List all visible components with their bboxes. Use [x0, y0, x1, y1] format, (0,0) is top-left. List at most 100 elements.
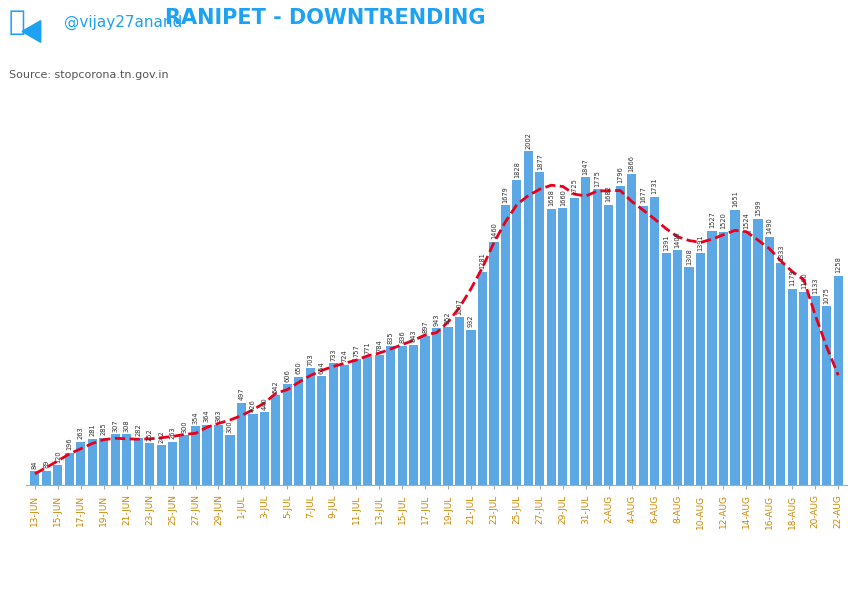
- Text: 1731: 1731: [651, 178, 657, 194]
- Text: 120: 120: [55, 451, 61, 463]
- Text: 1651: 1651: [732, 191, 738, 207]
- Text: 1682: 1682: [606, 185, 612, 202]
- Text: 1460: 1460: [491, 223, 497, 239]
- Text: 771: 771: [365, 342, 371, 354]
- Bar: [318, 377, 326, 485]
- Bar: [443, 327, 453, 485]
- Text: 1725: 1725: [571, 178, 577, 195]
- Text: 1866: 1866: [628, 155, 634, 172]
- Text: Source: stopcorona.tn.gov.in: Source: stopcorona.tn.gov.in: [9, 70, 168, 81]
- Text: 757: 757: [354, 344, 360, 356]
- Bar: [237, 403, 246, 485]
- Text: 654: 654: [318, 361, 324, 374]
- Bar: [730, 210, 740, 485]
- Text: 300: 300: [181, 420, 187, 433]
- Bar: [145, 443, 154, 485]
- Bar: [547, 209, 556, 485]
- Bar: [180, 435, 188, 485]
- Text: 1775: 1775: [594, 170, 600, 187]
- Bar: [592, 189, 602, 485]
- Text: 364: 364: [204, 410, 210, 422]
- Bar: [776, 263, 786, 485]
- Bar: [467, 330, 476, 485]
- Bar: [271, 395, 281, 485]
- Text: 1828: 1828: [514, 161, 520, 178]
- Bar: [524, 152, 533, 485]
- Bar: [225, 435, 235, 485]
- Text: 354: 354: [193, 411, 199, 424]
- Text: 1490: 1490: [766, 218, 772, 234]
- Bar: [753, 218, 763, 485]
- Text: 1133: 1133: [812, 278, 818, 294]
- Text: 1391: 1391: [698, 234, 704, 251]
- Bar: [352, 359, 361, 485]
- Bar: [662, 253, 671, 485]
- Text: 703: 703: [307, 353, 313, 366]
- Text: 843: 843: [411, 330, 417, 342]
- Text: 1658: 1658: [549, 189, 555, 207]
- Text: 1281: 1281: [479, 252, 485, 269]
- Bar: [53, 465, 62, 485]
- Bar: [30, 471, 39, 485]
- Bar: [329, 363, 338, 485]
- Bar: [432, 328, 441, 485]
- Bar: [409, 345, 419, 485]
- Bar: [42, 471, 51, 485]
- Text: 542: 542: [273, 379, 279, 392]
- Bar: [639, 205, 648, 485]
- Bar: [673, 250, 682, 485]
- Text: 1527: 1527: [709, 211, 715, 228]
- Text: 300: 300: [227, 420, 233, 433]
- Bar: [386, 346, 395, 485]
- Bar: [157, 445, 166, 485]
- Bar: [685, 267, 693, 485]
- Bar: [707, 231, 716, 485]
- Bar: [375, 355, 383, 485]
- Bar: [478, 272, 487, 485]
- Bar: [581, 177, 591, 485]
- Text: 497: 497: [239, 387, 245, 400]
- Text: 1007: 1007: [456, 298, 462, 315]
- Bar: [535, 172, 544, 485]
- Bar: [823, 306, 831, 485]
- Text: RANIPET - DOWNTRENDING: RANIPET - DOWNTRENDING: [165, 8, 485, 28]
- Text: 263: 263: [169, 426, 175, 439]
- Bar: [742, 231, 751, 485]
- Bar: [122, 434, 131, 485]
- Text: 1677: 1677: [640, 186, 646, 203]
- Text: 1520: 1520: [721, 213, 727, 229]
- Text: 943: 943: [433, 313, 440, 326]
- Text: 84: 84: [32, 461, 38, 469]
- Bar: [202, 424, 211, 485]
- Bar: [570, 198, 579, 485]
- Text: 1391: 1391: [663, 234, 669, 251]
- Bar: [604, 205, 613, 485]
- Text: 1660: 1660: [560, 189, 566, 206]
- Bar: [615, 186, 625, 485]
- Bar: [248, 414, 258, 485]
- Text: 196: 196: [66, 437, 72, 451]
- Text: 650: 650: [296, 362, 302, 375]
- Text: 606: 606: [284, 369, 290, 382]
- Text: 263: 263: [78, 426, 84, 439]
- Bar: [282, 384, 292, 485]
- Text: 1847: 1847: [583, 158, 589, 175]
- Text: 1258: 1258: [835, 256, 841, 273]
- Text: 285: 285: [101, 423, 107, 435]
- Bar: [65, 453, 74, 485]
- Bar: [191, 426, 200, 485]
- Bar: [294, 377, 303, 485]
- Text: 363: 363: [216, 410, 222, 422]
- Bar: [214, 425, 223, 485]
- Text: 1409: 1409: [675, 231, 681, 248]
- Text: 1333: 1333: [778, 244, 784, 260]
- Text: @vijay27anand: @vijay27anand: [64, 15, 182, 30]
- Text: 1075: 1075: [823, 287, 829, 304]
- Bar: [558, 208, 568, 485]
- Bar: [397, 346, 407, 485]
- Bar: [501, 205, 510, 485]
- Text: 307: 307: [112, 419, 118, 432]
- Bar: [76, 442, 86, 485]
- Bar: [764, 237, 774, 485]
- Bar: [420, 336, 430, 485]
